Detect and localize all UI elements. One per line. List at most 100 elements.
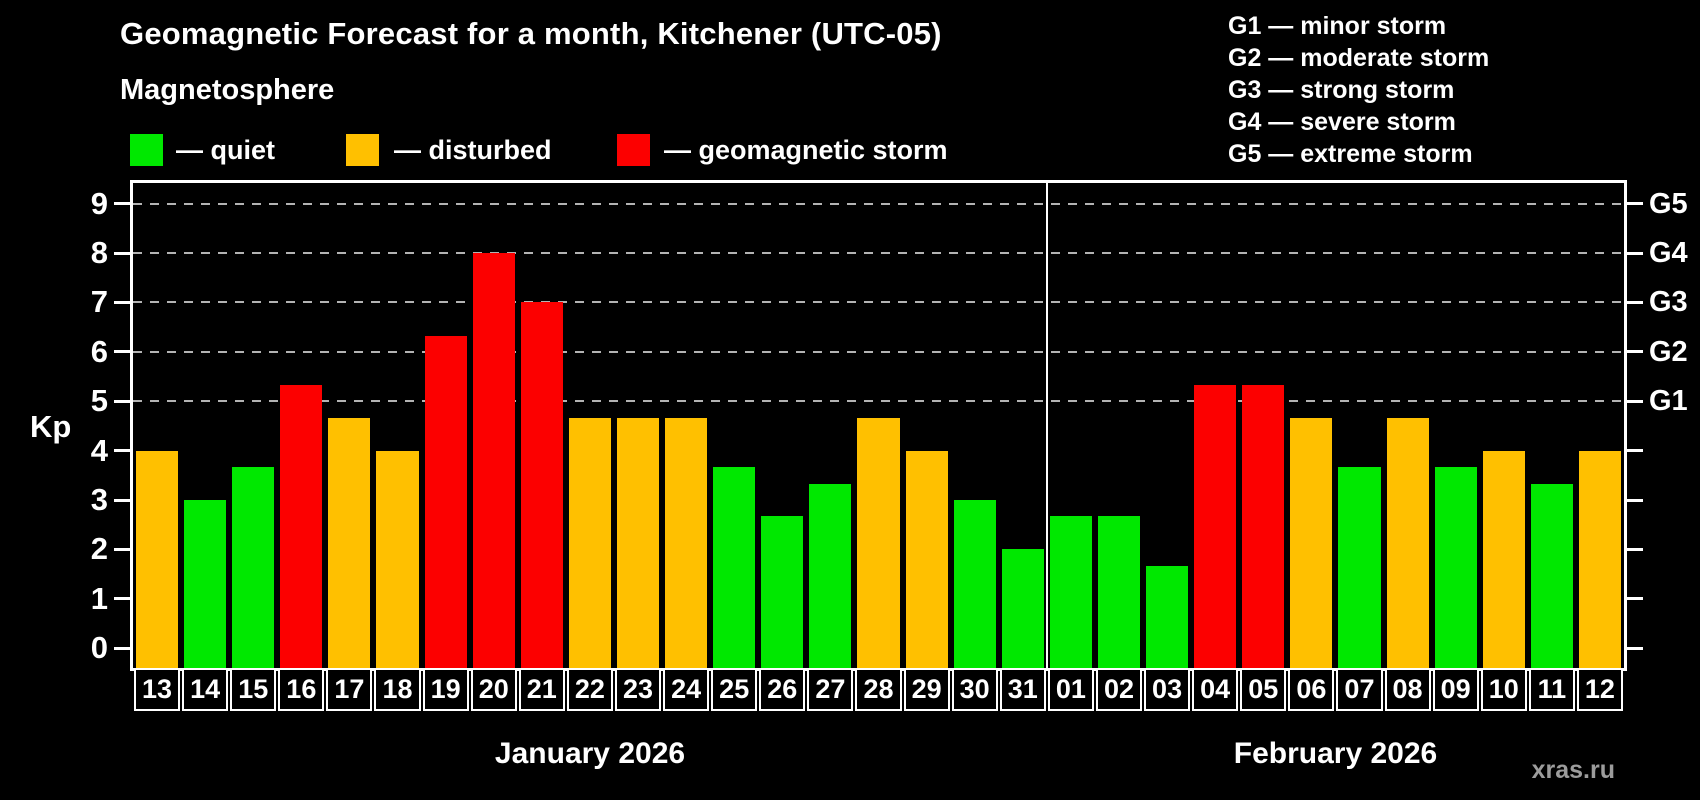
day-label-21: 21	[518, 668, 565, 711]
y-tick-label-6: 6	[90, 333, 108, 369]
gridline-kp8	[133, 252, 1624, 254]
kp-bar-feb-05	[1242, 384, 1285, 668]
kp-bar-feb-12	[1578, 450, 1621, 668]
day-label-17: 17	[326, 668, 373, 711]
kp-bar-feb-03	[1146, 565, 1189, 668]
kp-bar-jan-23	[616, 417, 660, 668]
gridline-kp5	[133, 400, 1624, 403]
day-label-13: 13	[134, 668, 181, 711]
left-tick-1	[114, 597, 130, 601]
kp-bar-feb-04	[1194, 384, 1237, 668]
day-label-04: 04	[1192, 668, 1239, 711]
storm-legend-label: — geomagnetic storm	[664, 135, 948, 165]
y-tick-label-9: 9	[90, 185, 108, 221]
quiet-swatch-icon	[130, 134, 163, 166]
left-tick-5	[114, 399, 130, 403]
kp-bar-feb-02	[1097, 516, 1141, 668]
day-label-19: 19	[422, 668, 469, 711]
g-scale-label-g3: G3	[1649, 286, 1688, 319]
day-label-07: 07	[1336, 668, 1383, 711]
kp-bar-jan-20	[472, 253, 515, 668]
kp-bar-feb-01	[1049, 516, 1092, 668]
kp-bar-jan-19	[424, 335, 467, 668]
right-tick-8	[1627, 251, 1643, 255]
g-scale-label-g4: G4	[1649, 237, 1688, 269]
kp-bar-jan-27	[809, 483, 852, 668]
g1-legend-line: G1 — minor storm	[1228, 12, 1447, 40]
plot-area	[130, 180, 1627, 671]
kp-bar-jan-14	[184, 500, 227, 668]
g-scale-label-g5: G5	[1649, 187, 1688, 220]
kp-bar-feb-07	[1338, 466, 1381, 668]
g-scale-label-g1: G1	[1649, 385, 1688, 418]
right-tick-5	[1627, 399, 1643, 403]
kp-bar-feb-08	[1386, 417, 1429, 668]
day-label-18: 18	[374, 668, 421, 711]
kp-bar-feb-10	[1482, 450, 1525, 668]
day-label-25: 25	[711, 668, 758, 711]
left-tick-9	[114, 202, 130, 206]
g2-legend-line: G2 — moderate storm	[1228, 44, 1490, 72]
gridline-kp7	[133, 301, 1624, 304]
kp-bar-jan-16	[280, 384, 323, 668]
g-scale-label-g2: G2	[1649, 335, 1688, 368]
day-label-27: 27	[807, 668, 854, 711]
kp-bar-jan-13	[136, 450, 179, 668]
kp-bar-jan-15	[232, 466, 275, 668]
day-label-26: 26	[759, 668, 806, 711]
right-tick-6	[1627, 350, 1643, 354]
kp-bar-jan-28	[857, 417, 900, 668]
kp-bar-feb-11	[1530, 483, 1573, 668]
left-tick-0	[114, 646, 130, 650]
right-tick-7	[1627, 300, 1643, 304]
day-label-10: 10	[1480, 668, 1527, 711]
watermark-xras: xras.ru	[1531, 756, 1615, 784]
y-tick-label-1: 1	[90, 580, 108, 616]
day-label-22: 22	[566, 668, 613, 711]
kp-axis-label: Kp	[30, 409, 72, 444]
day-label-05: 05	[1240, 668, 1287, 711]
kp-bar-jan-26	[761, 516, 804, 668]
quiet-legend-label: — quiet	[176, 135, 275, 165]
day-label-31: 31	[999, 668, 1046, 711]
right-tick-9	[1627, 202, 1643, 206]
day-label-12: 12	[1576, 668, 1623, 711]
left-tick-2	[114, 547, 130, 551]
day-label-11: 11	[1528, 668, 1575, 711]
disturbed-legend-label: — disturbed	[394, 135, 552, 165]
kp-bar-jan-24	[665, 417, 708, 668]
day-axis: 13 14 15 16 17 18 19 20 21 22 23 24 25 26 27 28 29 30 31 01…	[133, 668, 1624, 711]
kp-bar-feb-06	[1290, 417, 1333, 668]
y-tick-label-3: 3	[90, 482, 108, 517]
day-label-30: 30	[951, 668, 998, 711]
day-label-09: 09	[1432, 668, 1479, 711]
gridline-kp6	[133, 350, 1624, 353]
gridline-kp9	[133, 202, 1624, 205]
kp-bar-jan-30	[953, 500, 996, 668]
day-label-28: 28	[855, 668, 902, 711]
g-scale-legend: G1 — minor storm G2 — moderate storm G3 …	[1228, 10, 1489, 170]
day-label-06: 06	[1288, 668, 1335, 711]
g5-legend-line: G5 — extreme storm	[1228, 140, 1473, 168]
disturbed-swatch-icon	[346, 134, 379, 166]
day-label-08: 08	[1384, 668, 1431, 711]
day-label-29: 29	[903, 668, 950, 711]
left-tick-7	[114, 300, 130, 304]
left-tick-6	[114, 350, 130, 354]
right-tick-1	[1627, 597, 1643, 601]
left-tick-4	[114, 449, 130, 453]
storm-swatch-icon	[617, 134, 650, 166]
y-tick-label-5: 5	[90, 383, 108, 419]
kp-bar-jan-22	[568, 417, 611, 668]
y-tick-label-2: 2	[90, 531, 108, 567]
kp-bar-feb-09	[1434, 466, 1477, 668]
page-title: Geomagnetic Forecast for a month, Kitche…	[120, 16, 942, 51]
day-label-15: 15	[230, 668, 277, 711]
g3-legend-line: G3 — strong storm	[1228, 76, 1455, 104]
right-tick-0	[1627, 646, 1643, 650]
day-label-14: 14	[182, 668, 229, 711]
right-tick-2	[1627, 547, 1643, 551]
day-label-24: 24	[663, 668, 710, 711]
magnetosphere-label: Magnetosphere	[120, 74, 335, 106]
